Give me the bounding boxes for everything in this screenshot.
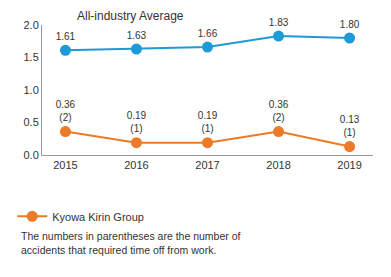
svg-text:1.0: 1.0 (24, 84, 39, 96)
svg-text:2016: 2016 (124, 159, 148, 171)
svg-text:1.83: 1.83 (269, 17, 289, 28)
svg-text:0.19(1): 0.19(1) (198, 110, 218, 134)
svg-text:0.13(1): 0.13(1) (340, 114, 360, 138)
svg-text:1.61: 1.61 (56, 31, 76, 42)
svg-text:2017: 2017 (195, 159, 219, 171)
svg-text:1.63: 1.63 (127, 30, 147, 41)
svg-text:0.36(2): 0.36(2) (269, 99, 289, 123)
svg-text:0.19(1): 0.19(1) (127, 110, 147, 134)
svg-text:All-industry Average: All-industry Average (77, 9, 184, 23)
svg-text:2018: 2018 (266, 159, 290, 171)
svg-text:1.80: 1.80 (340, 19, 360, 30)
svg-text:The numbers in parentheses are: The numbers in parentheses are the numbe… (21, 230, 241, 256)
svg-text:1.66: 1.66 (198, 28, 218, 39)
svg-text:2019: 2019 (337, 159, 361, 171)
svg-text:0.0: 0.0 (24, 149, 39, 161)
svg-text:Kyowa Kirin Group: Kyowa Kirin Group (52, 211, 144, 223)
svg-text:2.0: 2.0 (24, 19, 39, 31)
svg-text:2015: 2015 (53, 159, 77, 171)
svg-text:0.36(2): 0.36(2) (56, 99, 76, 123)
svg-text:1.5: 1.5 (24, 51, 39, 63)
svg-text:0.5: 0.5 (24, 116, 39, 128)
